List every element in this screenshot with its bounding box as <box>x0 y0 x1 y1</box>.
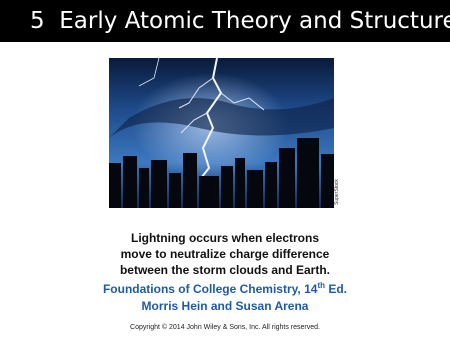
caption-line: move to neutralize charge difference <box>120 247 330 261</box>
book-title: Foundations of College Chemistry, 14th E… <box>0 281 450 298</box>
image-credit: SuperStock <box>334 179 340 205</box>
title-bar: 5 Early Atomic Theory and Structure <box>0 0 450 42</box>
caption: Lightning occurs when electrons move to … <box>0 230 450 278</box>
book-authors: Morris Hein and Susan Arena <box>141 299 309 313</box>
book-info: Foundations of College Chemistry, 14th E… <box>0 281 450 315</box>
book-title-text: Ed. <box>325 282 348 296</box>
book-title-text: Foundations of College Chemistry, 14 <box>102 282 318 296</box>
superscript: th <box>317 281 326 290</box>
lightning-photo <box>109 58 334 208</box>
copyright: Copyright © 2014 John Wiley & Sons, Inc.… <box>130 324 320 331</box>
caption-line: between the storm clouds and Earth. <box>119 263 331 277</box>
caption-line: Lightning occurs when electrons <box>130 231 320 245</box>
slide-title: 5 Early Atomic Theory and Structure <box>30 8 450 34</box>
